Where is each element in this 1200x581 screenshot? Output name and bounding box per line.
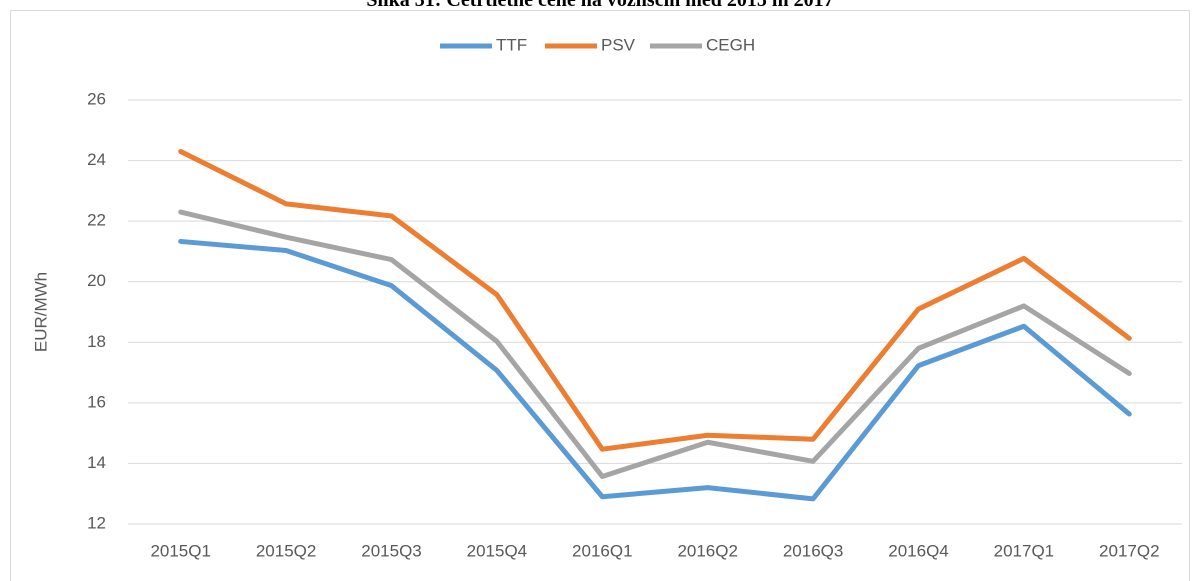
legend-label: PSV xyxy=(601,35,636,54)
legend-label: TTF xyxy=(496,35,527,54)
x-tick-label: 2015Q3 xyxy=(361,541,422,560)
y-tick-label: 18 xyxy=(87,332,106,351)
chart-frame xyxy=(10,10,1190,581)
x-tick-label: 2016Q3 xyxy=(783,541,844,560)
y-tick-label: 24 xyxy=(87,150,106,169)
x-tick-label: 2017Q2 xyxy=(1099,541,1160,560)
x-tick-label: 2017Q1 xyxy=(994,541,1055,560)
series-line xyxy=(178,209,1132,479)
y-tick-label: 12 xyxy=(87,513,106,532)
y-tick-label: 14 xyxy=(87,453,106,472)
series-line xyxy=(178,238,1132,502)
chart-title: Slika 31: Četrtletne cene na vozliščih m… xyxy=(366,0,833,11)
x-tick-label: 2015Q1 xyxy=(150,541,211,560)
x-tick-label: 2015Q2 xyxy=(256,541,317,560)
legend-label: CEGH xyxy=(706,35,755,54)
x-tick-label: 2015Q4 xyxy=(467,541,528,560)
y-tick-label: 16 xyxy=(87,392,106,411)
y-tick-label: 20 xyxy=(87,271,106,290)
x-tick-label: 2016Q4 xyxy=(888,541,949,560)
y-tick-label: 22 xyxy=(87,211,106,230)
y-axis-label: EUR/MWh xyxy=(31,272,50,352)
x-tick-label: 2016Q1 xyxy=(572,541,633,560)
series-line xyxy=(178,148,1132,452)
y-tick-label: 26 xyxy=(87,89,106,108)
x-tick-label: 2016Q2 xyxy=(677,541,738,560)
